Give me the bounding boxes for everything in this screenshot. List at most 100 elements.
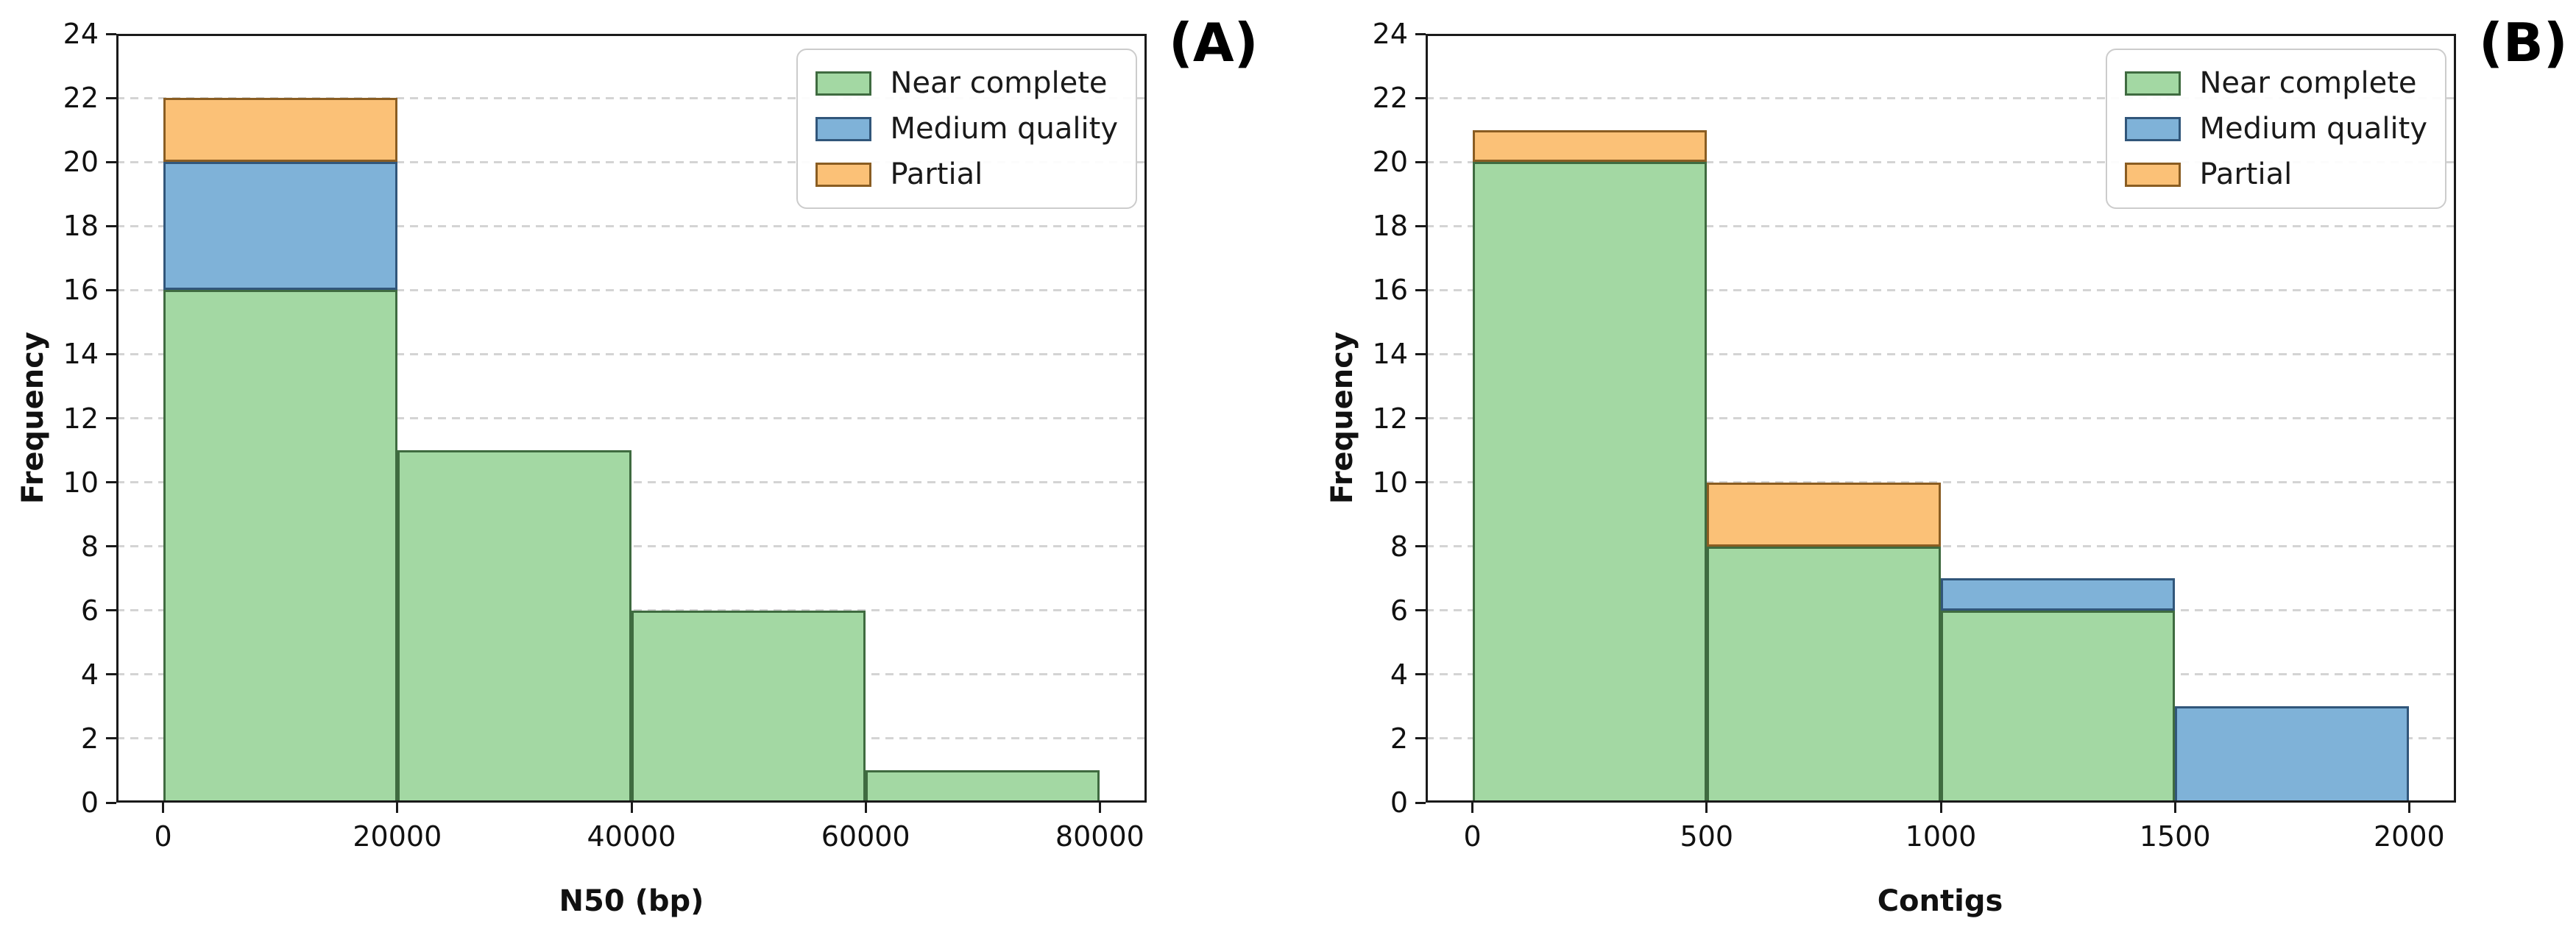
- legend-item-medium-quality: Medium quality: [815, 111, 1118, 146]
- bar-segment-near-complete: [866, 770, 1100, 803]
- gridline: [116, 224, 1147, 227]
- legend-item-partial: Partial: [815, 157, 1119, 192]
- legend-label: Partial: [890, 157, 983, 191]
- bars-layer: [116, 34, 1147, 803]
- bar-segment-near-complete: [1472, 162, 1707, 803]
- legend-item-near-complete: Near complete: [2124, 65, 2428, 101]
- y-tick-label: 0: [1390, 786, 1408, 819]
- y-tick-label: 18: [63, 210, 99, 243]
- gridline: [116, 545, 1147, 548]
- plot-area-a: Near complete Medium quality Partial: [116, 34, 1147, 803]
- gridline: [1426, 352, 2456, 355]
- y-tick: [106, 417, 116, 419]
- gridline: [116, 352, 1147, 355]
- y-tick-label: 20: [1372, 146, 1408, 179]
- y-tick-label: 6: [80, 594, 99, 627]
- bar-segment-partial: [1706, 482, 1941, 547]
- y-tick-label: 0: [80, 786, 99, 819]
- y-tick-label: 22: [1372, 82, 1408, 115]
- y-tick-label: 2: [1390, 722, 1408, 755]
- x-tick-label: 500: [1680, 820, 1734, 853]
- x-tick: [2407, 803, 2410, 813]
- legend: Near complete Medium quality Partial: [796, 49, 1137, 209]
- y-tick-label: 4: [80, 658, 99, 691]
- gridline: [1426, 545, 2456, 548]
- x-axis-label: N50 (bp): [559, 884, 704, 918]
- y-tick: [106, 288, 116, 291]
- y-tick-label: 6: [1390, 594, 1408, 627]
- x-tick: [864, 803, 867, 813]
- y-tick-label: 2: [80, 722, 99, 755]
- x-tick-label: 20000: [353, 820, 442, 853]
- y-tick-label: 12: [1372, 402, 1408, 435]
- legend-item-medium-quality: Medium quality: [2124, 111, 2428, 146]
- x-tick: [1471, 803, 1474, 813]
- bar-segment-medium-quality: [1941, 578, 2176, 611]
- y-tick: [106, 737, 116, 740]
- y-tick: [1415, 352, 1426, 355]
- legend: Near complete Medium quality Partial: [2105, 49, 2446, 209]
- bar-segment-near-complete: [1706, 546, 1941, 803]
- y-tick: [1415, 481, 1426, 484]
- y-tick: [106, 609, 116, 612]
- bar-segment-medium-quality: [2175, 706, 2410, 803]
- y-tick-label: 20: [63, 146, 99, 179]
- y-tick: [1415, 160, 1426, 163]
- x-tick-label: 1000: [1905, 820, 1977, 853]
- y-tick: [106, 352, 116, 355]
- x-tick: [630, 803, 633, 813]
- y-tick-label: 22: [63, 82, 99, 115]
- gridline: [1426, 224, 2456, 227]
- bar-segment-near-complete: [397, 450, 631, 803]
- y-tick: [106, 481, 116, 484]
- gridline: [116, 417, 1147, 419]
- x-tick-label: 1500: [2139, 820, 2211, 853]
- x-axis-label: Contigs: [1877, 884, 2003, 918]
- x-tick-label: 0: [154, 820, 172, 853]
- y-tick-label: 16: [1372, 274, 1408, 307]
- y-tick-label: 10: [63, 466, 99, 499]
- y-tick-label: 24: [1372, 18, 1408, 50]
- x-tick-label: 60000: [821, 820, 910, 853]
- near-complete-swatch: [2124, 71, 2181, 96]
- gridline: [1426, 288, 2456, 291]
- x-tick: [1098, 803, 1101, 813]
- gridline: [116, 288, 1147, 291]
- bars-layer: [1426, 34, 2456, 803]
- x-tick-label: 2000: [2374, 820, 2445, 853]
- bar-segment-medium-quality: [163, 162, 397, 291]
- partial-swatch: [815, 162, 871, 187]
- bar-segment-partial: [1472, 129, 1707, 163]
- x-tick-label: 80000: [1055, 820, 1144, 853]
- x-tick: [396, 803, 399, 813]
- legend-label: Near complete: [2199, 66, 2417, 100]
- plot-area-b: Near complete Medium quality Partial: [1426, 34, 2456, 803]
- gridline: [116, 96, 1147, 99]
- y-tick-label: 14: [63, 338, 99, 371]
- y-tick-label: 4: [1390, 658, 1408, 691]
- y-tick: [1415, 417, 1426, 419]
- y-tick-label: 10: [1372, 466, 1408, 499]
- y-tick-label: 12: [63, 402, 99, 435]
- gridline: [1426, 160, 2456, 163]
- y-tick-label: 14: [1372, 338, 1408, 371]
- y-tick: [106, 32, 116, 35]
- x-tick: [2173, 803, 2176, 813]
- bar-segment-near-complete: [163, 290, 397, 803]
- x-tick-label: 40000: [587, 820, 676, 853]
- y-tick: [1415, 673, 1426, 676]
- panel-label-b: (B): [2479, 12, 2568, 74]
- y-tick: [106, 673, 116, 676]
- legend-item-partial: Partial: [2124, 157, 2428, 192]
- x-tick: [162, 803, 165, 813]
- gridline: [1426, 96, 2456, 99]
- y-tick: [1415, 96, 1426, 99]
- y-tick: [1415, 224, 1426, 227]
- medium-quality-swatch: [2124, 116, 2181, 141]
- y-tick: [106, 801, 116, 804]
- bar-segment-near-complete: [1941, 610, 2176, 803]
- y-tick: [1415, 737, 1426, 740]
- legend-label: Medium quality: [2199, 112, 2428, 146]
